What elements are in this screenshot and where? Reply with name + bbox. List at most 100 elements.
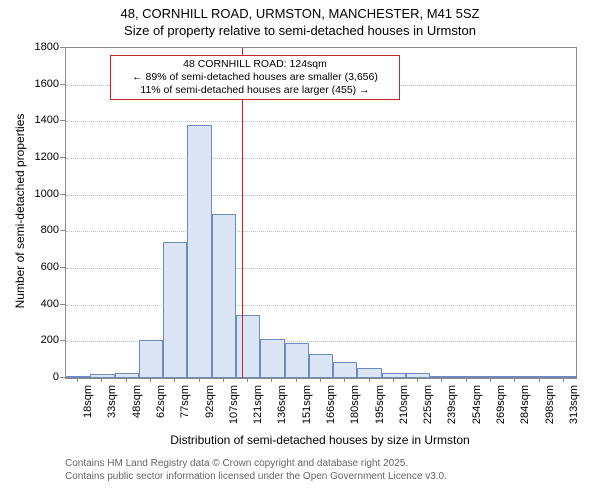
xtick-label: 121sqm [252,385,264,435]
xtick-mark [271,377,272,382]
bar [357,368,381,378]
annotation-box: 48 CORNHILL ROAD: 124sqm← 89% of semi-de… [110,55,400,100]
xtick-label: 254sqm [471,385,483,435]
ytick-mark [60,377,65,378]
xtick-label: 62sqm [155,385,167,435]
xtick-mark [320,377,321,382]
gridline [66,158,576,159]
bar [260,339,284,378]
x-axis-label: Distribution of semi-detached houses by … [65,433,575,447]
gridline [66,121,576,122]
bar [552,376,576,378]
xtick-label: 180sqm [349,385,361,435]
ytick-label: 800 [0,224,59,236]
ytick-mark [60,120,65,121]
ytick-label: 1600 [0,78,59,90]
bar [187,125,211,378]
bar [212,214,236,378]
bar [90,374,114,378]
bar [382,373,406,379]
ytick-mark [60,84,65,85]
xtick-mark [563,377,564,382]
title-line2: Size of property relative to semi-detach… [0,23,600,40]
ytick-label: 1400 [0,114,59,126]
xtick-label: 77sqm [179,385,191,435]
ytick-label: 0 [0,371,59,383]
gridline [66,305,576,306]
annotation-line3: 11% of semi-detached houses are larger (… [117,84,393,97]
xtick-label: 151sqm [301,385,313,435]
xtick-label: 18sqm [82,385,94,435]
xtick-mark [296,377,297,382]
chart-container: 48, CORNHILL ROAD, URMSTON, MANCHESTER, … [0,0,600,500]
bar [285,343,309,378]
bar [309,354,333,378]
xtick-label: 107sqm [228,385,240,435]
ytick-mark [60,47,65,48]
xtick-mark [393,377,394,382]
xtick-mark [77,377,78,382]
gridline [66,231,576,232]
bar [163,242,187,378]
xtick-mark [126,377,127,382]
ytick-mark [60,340,65,341]
xtick-label: 239sqm [446,385,458,435]
ytick-mark [60,194,65,195]
xtick-label: 48sqm [131,385,143,435]
xtick-label: 269sqm [495,385,507,435]
xtick-mark [441,377,442,382]
ytick-mark [60,304,65,305]
bar [66,376,90,378]
footer-line2: Contains public sector information licen… [65,470,447,483]
ytick-mark [60,267,65,268]
xtick-mark [539,377,540,382]
bar [139,340,163,379]
ytick-label: 200 [0,334,59,346]
xtick-label: 284sqm [519,385,531,435]
ytick-label: 1000 [0,188,59,200]
footer-attribution: Contains HM Land Registry data © Crown c… [65,457,447,483]
xtick-mark [199,377,200,382]
bar [430,376,454,378]
xtick-label: 136sqm [276,385,288,435]
xtick-label: 225sqm [422,385,434,435]
xtick-label: 92sqm [204,385,216,435]
ytick-label: 1800 [0,41,59,53]
xtick-mark [344,377,345,382]
y-axis-label: Number of semi-detached properties [13,101,27,321]
ytick-mark [60,157,65,158]
ytick-label: 1200 [0,151,59,163]
bar [406,373,430,379]
xtick-mark [150,377,151,382]
bar [455,376,479,378]
bar [236,315,260,378]
xtick-label: 210sqm [398,385,410,435]
xtick-mark [514,377,515,382]
xtick-mark [369,377,370,382]
bar [333,362,357,379]
bar [503,376,527,378]
xtick-label: 195sqm [374,385,386,435]
ytick-label: 400 [0,298,59,310]
xtick-mark [490,377,491,382]
ytick-label: 600 [0,261,59,273]
xtick-mark [247,377,248,382]
xtick-label: 166sqm [325,385,337,435]
xtick-label: 33sqm [106,385,118,435]
annotation-line2: ← 89% of semi-detached houses are smalle… [117,71,393,84]
bar [115,373,139,379]
xtick-label: 313sqm [568,385,580,435]
footer-line1: Contains HM Land Registry data © Crown c… [65,457,447,470]
title-block: 48, CORNHILL ROAD, URMSTON, MANCHESTER, … [0,0,600,40]
xtick-mark [223,377,224,382]
bar [527,376,551,378]
ytick-mark [60,230,65,231]
gridline [66,195,576,196]
xtick-mark [101,377,102,382]
xtick-label: 298sqm [544,385,556,435]
gridline [66,268,576,269]
xtick-mark [417,377,418,382]
annotation-line1: 48 CORNHILL ROAD: 124sqm [117,58,393,71]
xtick-mark [174,377,175,382]
xtick-mark [466,377,467,382]
